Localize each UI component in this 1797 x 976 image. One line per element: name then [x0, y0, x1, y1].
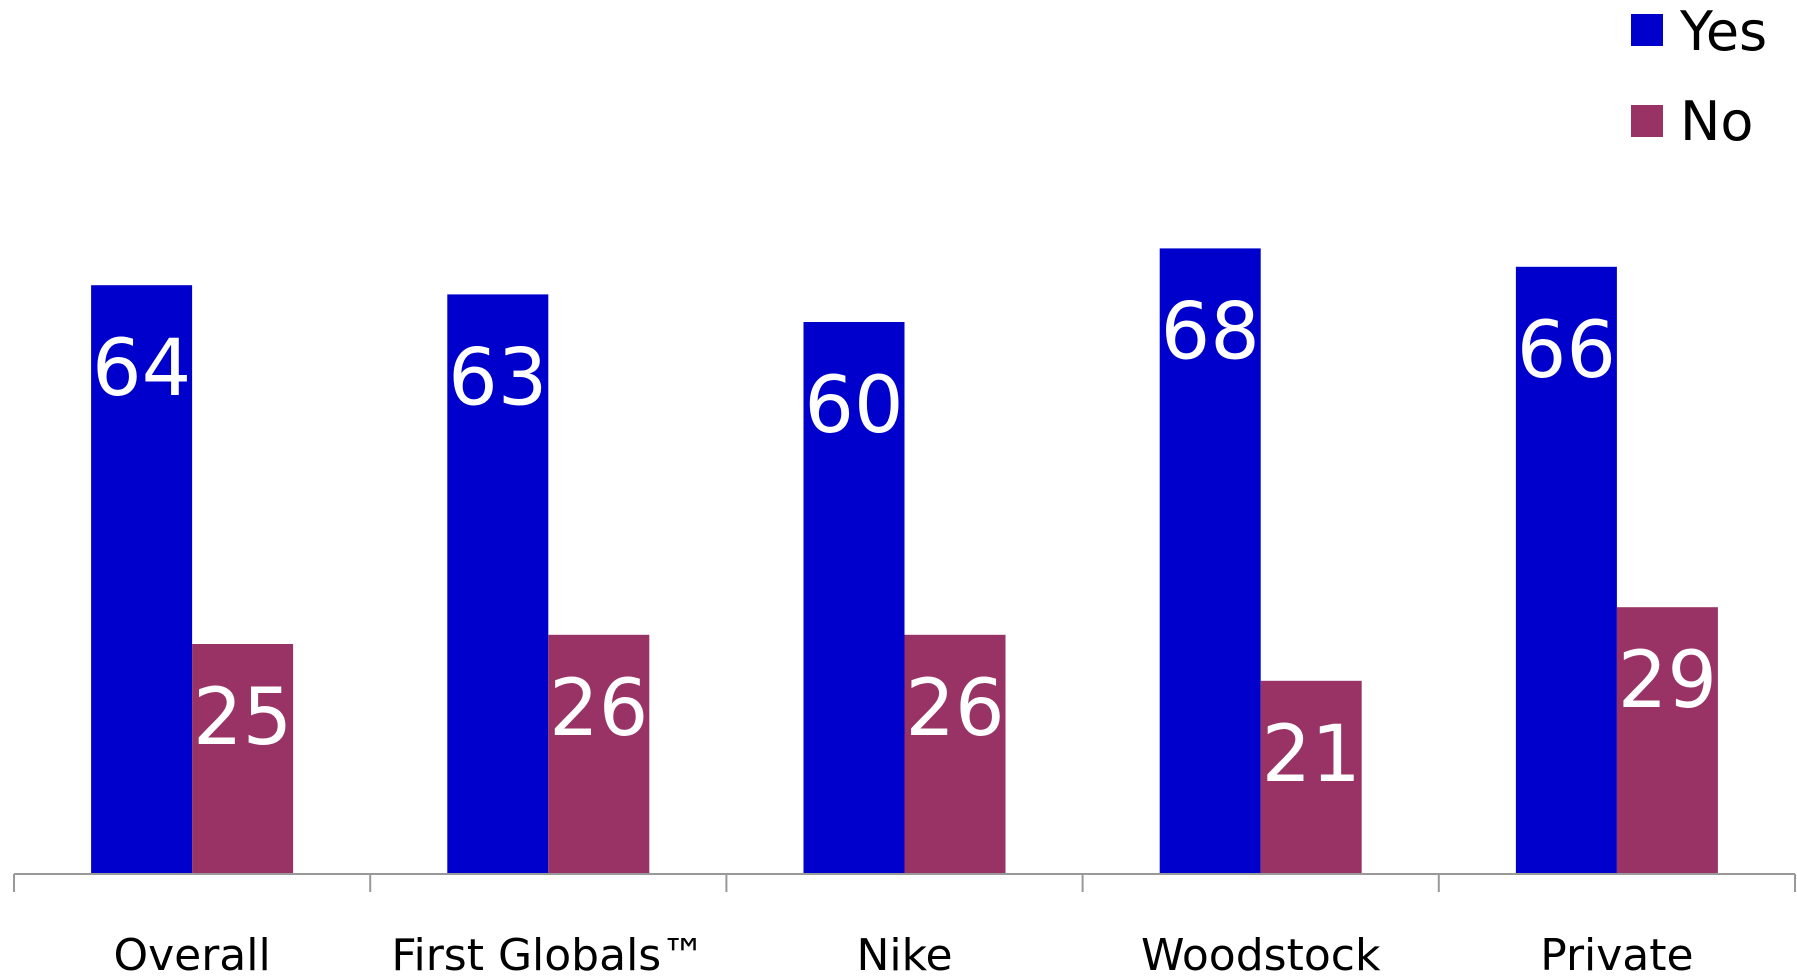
bar-yes-nike: [803, 322, 905, 874]
data-label-yes-woodstock: 68: [1161, 287, 1260, 377]
bar-no-nike: [904, 634, 1006, 874]
data-label-no-overall: 25: [193, 673, 292, 763]
legend-swatch-no: [1631, 105, 1663, 137]
bar-no-woodstock: [1260, 680, 1362, 874]
data-label-yes-first-globals: 63: [448, 333, 547, 423]
legend-label-yes: Yes: [1679, 0, 1767, 63]
data-label-yes-private: 66: [1517, 306, 1616, 396]
bar-yes-first-globals: [447, 294, 549, 874]
legend: Yes No: [1631, 0, 1767, 153]
bar-no-first-globals: [548, 634, 650, 874]
category-label-woodstock: Woodstock: [1141, 930, 1381, 976]
bar-no-overall: [192, 644, 294, 874]
legend-swatch-yes: [1631, 14, 1663, 46]
data-label-no-first-globals: 26: [549, 664, 648, 754]
data-label-no-nike: 26: [905, 664, 1004, 754]
category-label-overall: Overall: [113, 930, 270, 976]
bar-no-private: [1616, 607, 1718, 874]
data-label-no-woodstock: 21: [1262, 710, 1361, 800]
bar-yes-overall: [91, 285, 193, 874]
category-labels: Overall First Globals™ Nike Woodstock Privat…: [113, 930, 1693, 976]
category-label-first-globals: First Globals™: [391, 930, 705, 976]
data-label-yes-overall: 64: [92, 324, 191, 414]
bars-group: 64 25 63 26 60 26 68 21 66 29: [91, 248, 1718, 874]
category-label-private: Private: [1540, 930, 1693, 976]
legend-label-no: No: [1680, 90, 1753, 153]
bar-yes-woodstock: [1159, 248, 1261, 874]
category-label-nike: Nike: [856, 930, 952, 976]
data-label-yes-nike: 60: [804, 361, 903, 451]
x-axis: [13, 873, 1796, 892]
bar-yes-private: [1515, 266, 1617, 874]
data-label-no-private: 29: [1618, 636, 1717, 726]
